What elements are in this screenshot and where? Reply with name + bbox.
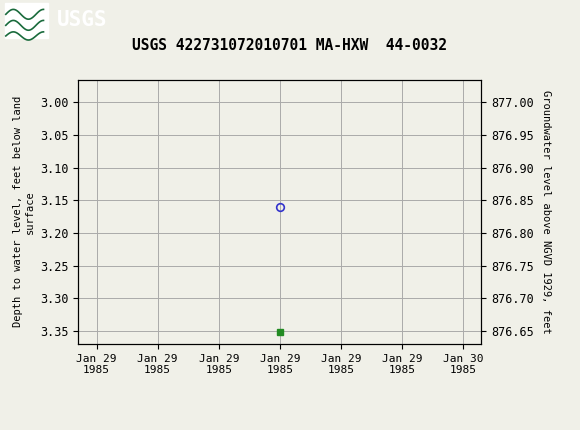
FancyBboxPatch shape: [5, 3, 48, 37]
Text: USGS: USGS: [57, 10, 107, 31]
Text: USGS 422731072010701 MA-HXW  44-0032: USGS 422731072010701 MA-HXW 44-0032: [132, 38, 448, 52]
Y-axis label: Groundwater level above NGVD 1929, feet: Groundwater level above NGVD 1929, feet: [541, 90, 551, 334]
Y-axis label: Depth to water level, feet below land
surface: Depth to water level, feet below land su…: [13, 96, 35, 327]
